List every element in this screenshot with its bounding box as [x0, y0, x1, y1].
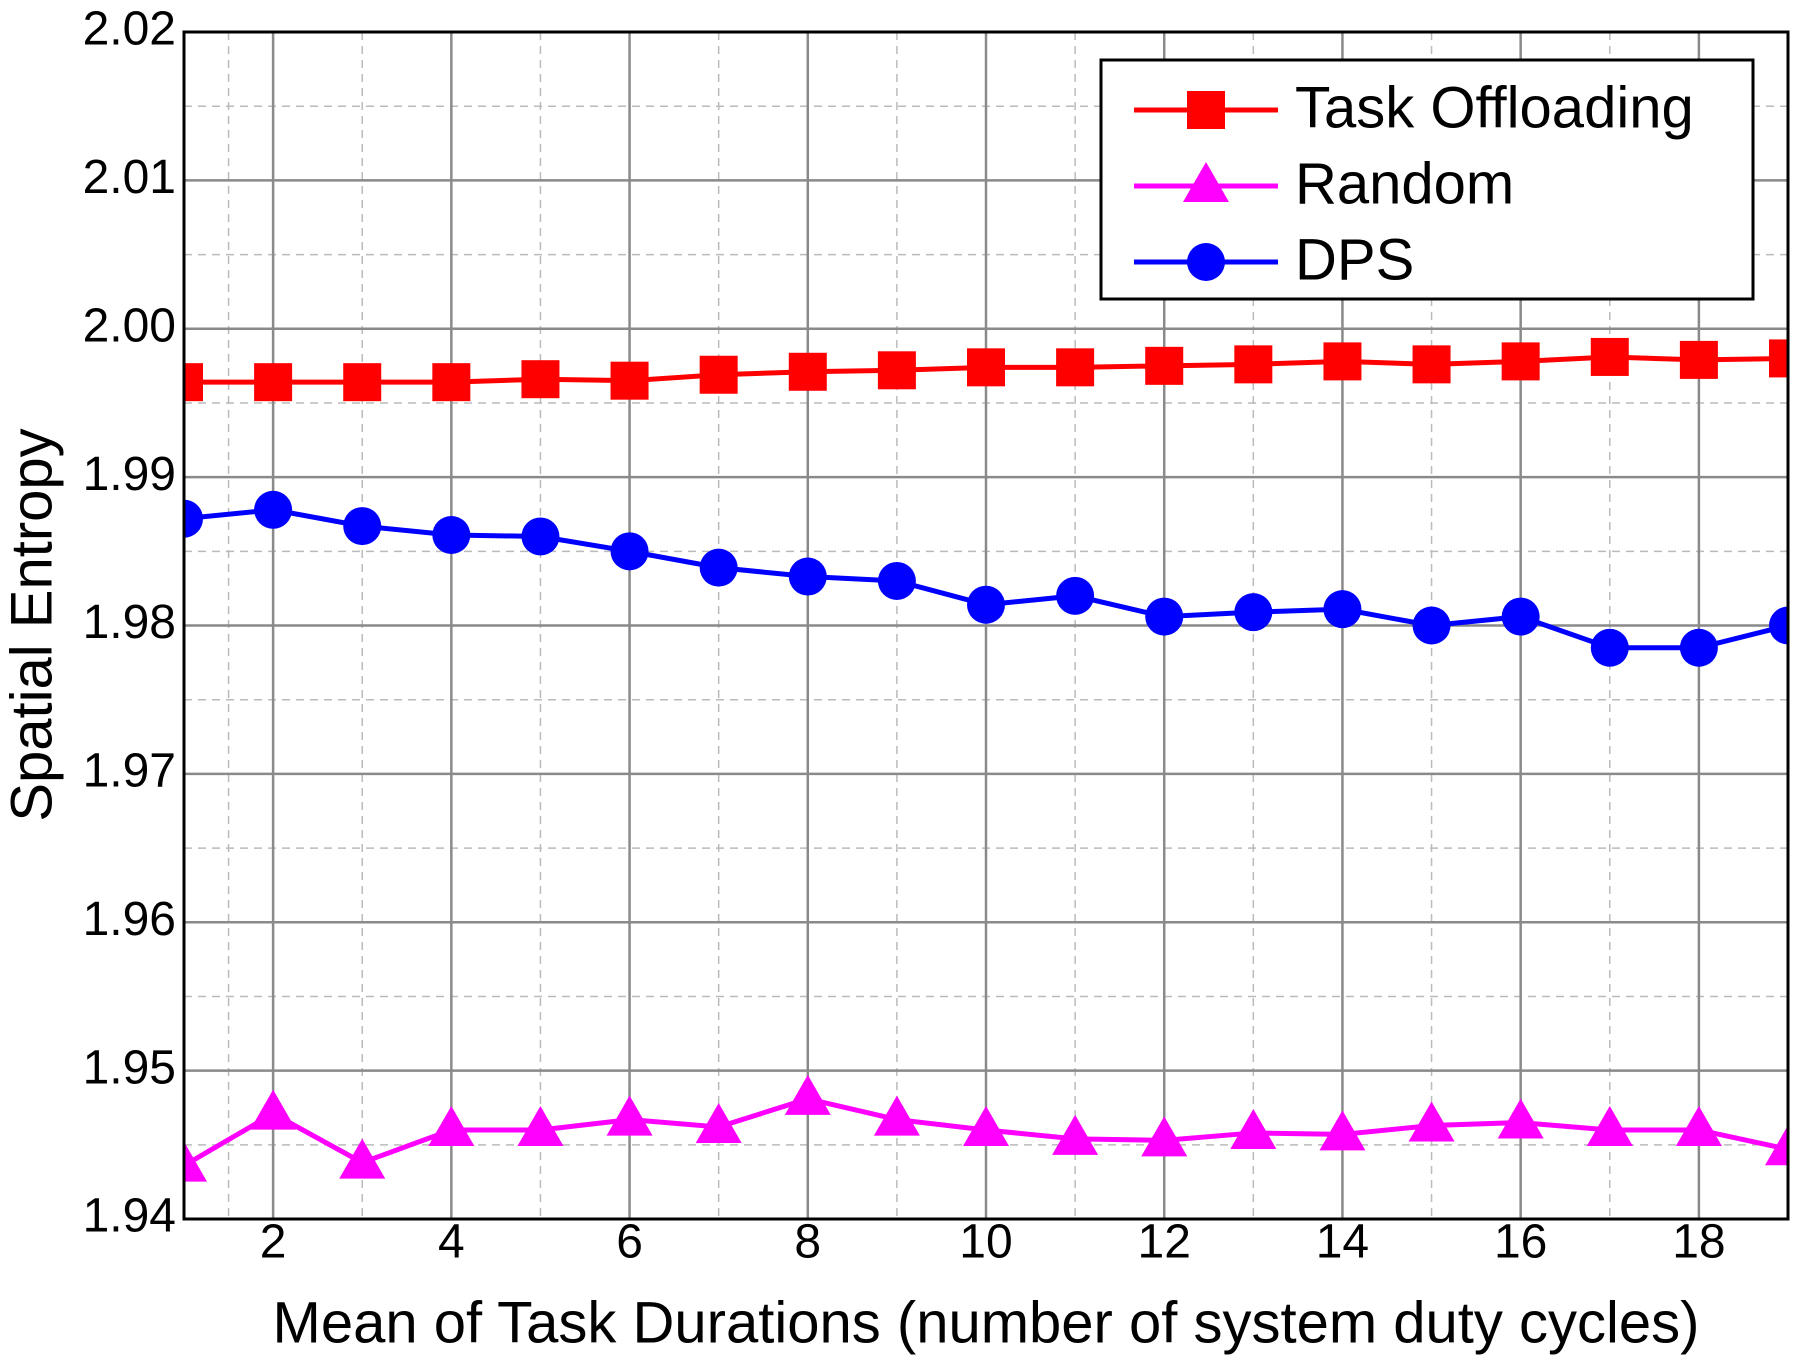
- marker: [1590, 628, 1629, 667]
- marker: [1323, 342, 1362, 381]
- plot-frame: [182, 30, 1790, 1221]
- marker: [1679, 340, 1718, 379]
- y-axis-label: Spatial Entropy: [0, 428, 64, 821]
- marker: [1412, 345, 1451, 384]
- x-tick-label: 18: [1672, 1216, 1725, 1269]
- marker: [1056, 348, 1095, 387]
- marker: [1412, 606, 1451, 645]
- y-tick-label: 1.98: [83, 596, 176, 649]
- marker: [1501, 597, 1540, 636]
- marker: [1675, 1105, 1722, 1146]
- marker: [254, 490, 293, 529]
- legend-label: DPS: [1295, 227, 1414, 292]
- marker: [1765, 1125, 1788, 1166]
- marker: [1769, 606, 1788, 645]
- marker: [873, 1095, 920, 1136]
- marker: [1187, 91, 1225, 129]
- x-axis-label: Mean of Task Durations (number of system…: [273, 1290, 1700, 1355]
- marker: [1145, 346, 1184, 385]
- x-tick-label: 2: [260, 1216, 287, 1269]
- marker: [517, 1105, 564, 1146]
- y-tick-label: 1.96: [83, 893, 176, 946]
- marker: [1319, 1110, 1366, 1151]
- x-tick-label: 4: [438, 1216, 465, 1269]
- marker: [432, 363, 471, 402]
- marker: [184, 1141, 207, 1182]
- marker: [339, 1138, 386, 1179]
- y-tick-label: 2.00: [83, 299, 176, 352]
- marker: [967, 585, 1005, 624]
- marker: [699, 548, 738, 587]
- x-tick-label: 10: [959, 1216, 1012, 1269]
- marker: [254, 363, 293, 402]
- marker: [1145, 597, 1184, 636]
- marker: [1052, 1114, 1099, 1155]
- marker: [428, 1105, 475, 1146]
- marker: [432, 515, 471, 554]
- marker: [963, 1105, 1009, 1146]
- marker: [1056, 576, 1095, 615]
- marker: [695, 1103, 742, 1144]
- marker: [877, 561, 916, 600]
- marker: [784, 1074, 831, 1115]
- legend-label: Task Offloading: [1295, 75, 1694, 140]
- marker: [788, 557, 827, 596]
- marker: [184, 499, 203, 538]
- marker: [1497, 1098, 1544, 1139]
- marker: [1590, 337, 1629, 376]
- marker: [1234, 593, 1273, 632]
- marker: [184, 363, 203, 402]
- marker: [1187, 243, 1225, 281]
- marker: [1234, 345, 1273, 384]
- y-tick-label: 2.01: [83, 151, 176, 204]
- marker: [1679, 628, 1718, 667]
- marker: [967, 348, 1005, 387]
- x-tick-label: 14: [1316, 1216, 1369, 1269]
- x-tick-label: 6: [616, 1216, 643, 1269]
- marker: [699, 355, 738, 394]
- marker: [877, 351, 916, 390]
- x-tick-label: 16: [1494, 1216, 1547, 1269]
- x-tick-label: 8: [794, 1216, 821, 1269]
- marker: [1183, 162, 1229, 202]
- x-tick-label: 12: [1138, 1216, 1191, 1269]
- marker: [606, 1095, 653, 1136]
- y-tick-label: 1.97: [83, 745, 176, 798]
- legend-label: Random: [1295, 151, 1514, 216]
- marker: [521, 360, 560, 399]
- marker: [343, 507, 382, 546]
- marker: [1408, 1101, 1455, 1142]
- marker: [521, 517, 560, 556]
- marker: [343, 363, 382, 402]
- marker: [1141, 1116, 1188, 1157]
- marker: [1501, 342, 1540, 381]
- marker: [1586, 1105, 1633, 1146]
- marker: [1323, 590, 1362, 629]
- y-tick-label: 2.02: [83, 3, 176, 56]
- marker: [610, 361, 649, 400]
- marker: [1230, 1108, 1277, 1149]
- y-tick-label: 1.94: [83, 1190, 176, 1243]
- marker: [610, 532, 649, 571]
- y-tick-label: 1.95: [83, 1041, 176, 1094]
- y-tick-label: 1.99: [83, 448, 176, 501]
- marker: [1769, 339, 1788, 378]
- marker: [788, 352, 827, 391]
- marker: [250, 1089, 297, 1130]
